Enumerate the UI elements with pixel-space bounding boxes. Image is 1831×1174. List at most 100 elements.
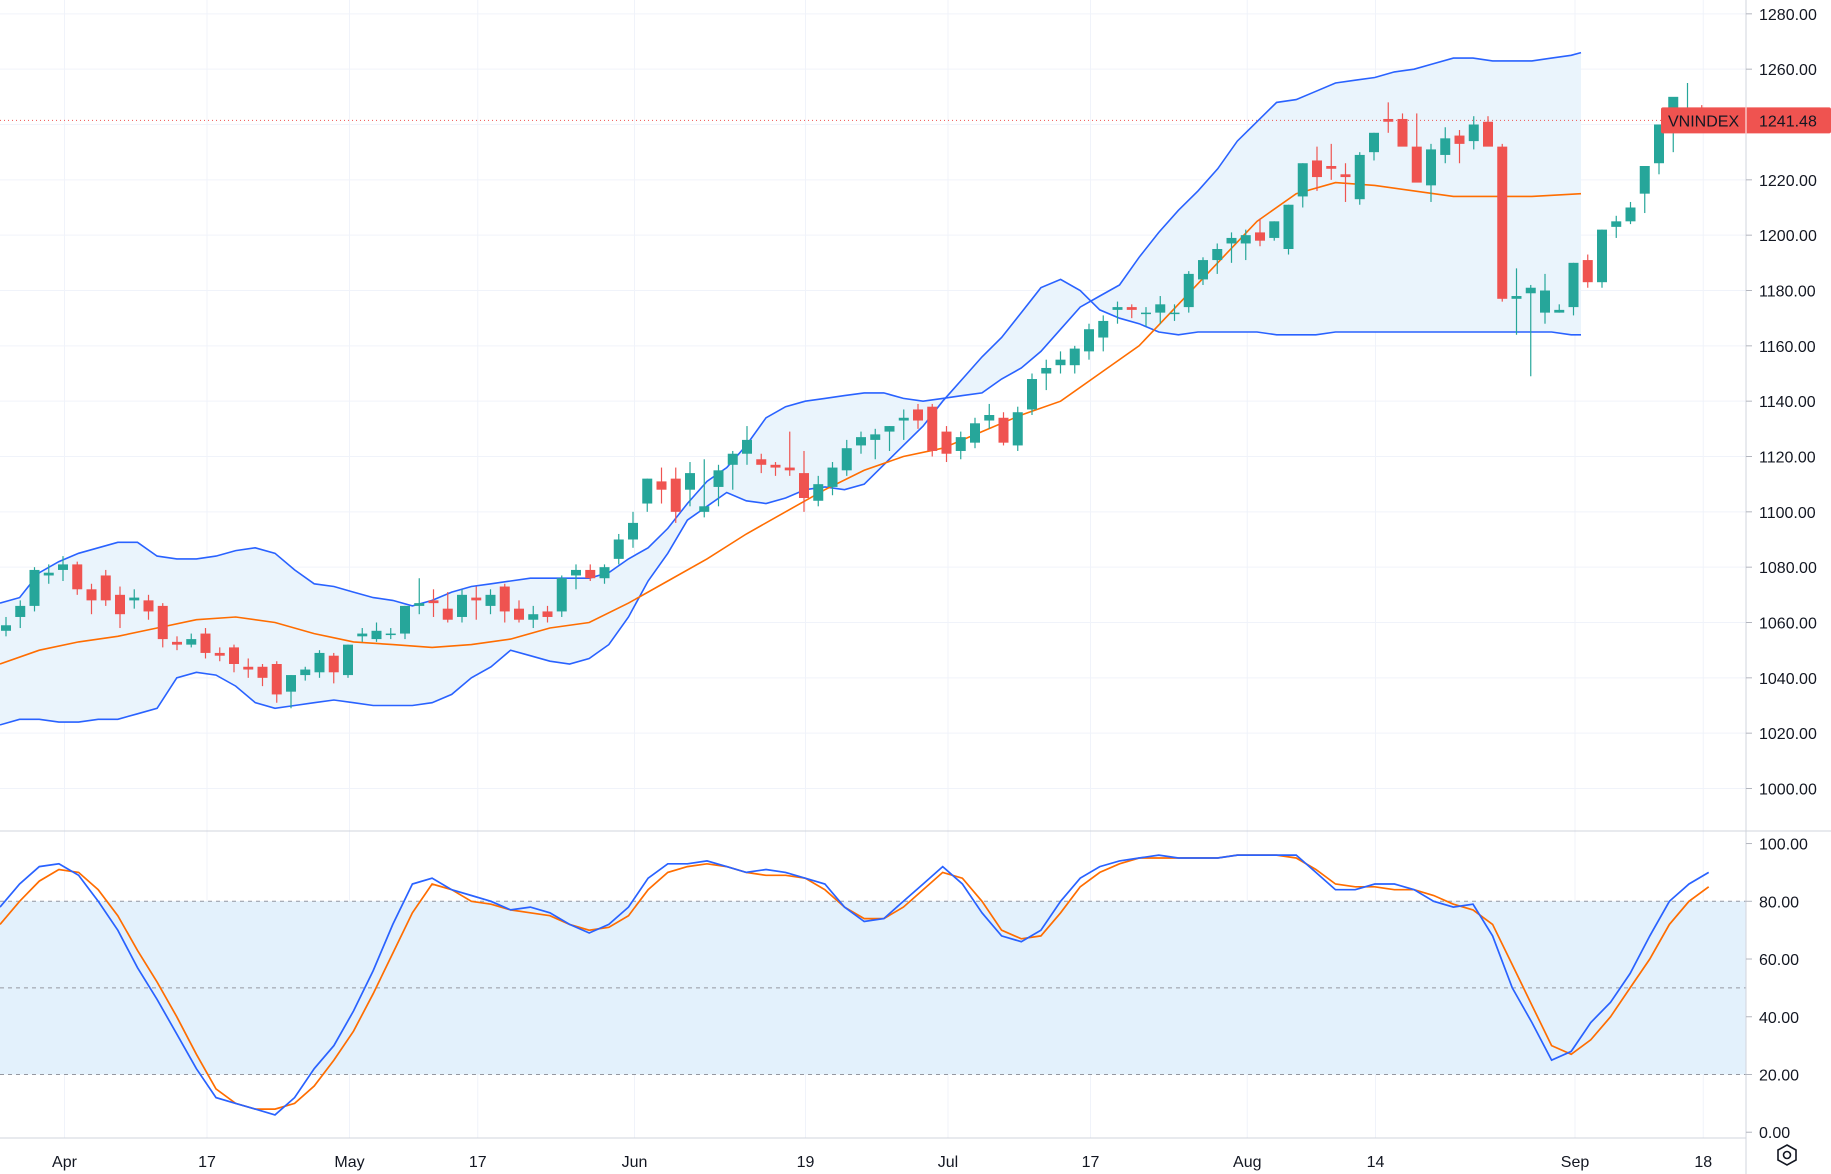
candle[interactable] (813, 475, 824, 507)
candle[interactable] (72, 561, 83, 595)
candle[interactable] (328, 652, 339, 684)
candle[interactable] (713, 464, 724, 507)
candle[interactable] (357, 628, 368, 642)
stochastic-pane[interactable] (0, 854, 1746, 1116)
candle[interactable] (970, 417, 980, 449)
candle[interactable] (271, 661, 282, 703)
candle[interactable] (556, 575, 567, 617)
candle[interactable] (670, 467, 681, 523)
candle[interactable] (770, 462, 781, 476)
candle[interactable] (613, 533, 624, 565)
candle[interactable] (1198, 257, 1208, 285)
candle[interactable] (428, 589, 439, 617)
candle[interactable] (1426, 143, 1436, 202)
price-pane[interactable] (0, 51, 1746, 726)
candle[interactable] (1126, 304, 1137, 319)
candle[interactable] (528, 605, 539, 629)
candle[interactable] (1326, 143, 1337, 180)
candle[interactable] (1540, 273, 1550, 324)
candle[interactable] (1027, 373, 1037, 416)
candle[interactable] (1255, 218, 1265, 247)
candle[interactable] (442, 592, 453, 623)
candle[interactable] (499, 583, 510, 623)
candle[interactable] (485, 589, 496, 615)
candle[interactable] (1098, 315, 1109, 352)
candle[interactable] (214, 647, 225, 662)
candle[interactable] (414, 578, 425, 615)
candle[interactable] (984, 403, 995, 429)
candle[interactable] (1625, 201, 1636, 225)
candle[interactable] (827, 462, 838, 496)
candle[interactable] (1497, 143, 1508, 302)
candle[interactable] (1369, 132, 1379, 161)
candle[interactable] (542, 605, 553, 623)
candle[interactable] (998, 412, 1009, 446)
candle[interactable] (784, 431, 795, 476)
candle[interactable] (300, 666, 311, 681)
candle[interactable] (200, 628, 211, 659)
candle[interactable] (941, 426, 952, 463)
candle[interactable] (286, 675, 296, 709)
candle[interactable] (58, 556, 68, 581)
candle[interactable] (1511, 268, 1522, 335)
candle[interactable] (1654, 124, 1664, 175)
candle[interactable] (1041, 359, 1052, 391)
candle[interactable] (1169, 304, 1180, 321)
candle[interactable] (628, 511, 638, 548)
candle[interactable] (1012, 406, 1023, 451)
candle[interactable] (1155, 296, 1166, 324)
candle[interactable] (1112, 301, 1123, 324)
candle[interactable] (571, 564, 581, 590)
candle[interactable] (1226, 232, 1237, 263)
candle[interactable] (1454, 130, 1465, 164)
candle[interactable] (1269, 221, 1280, 241)
candle[interactable] (1525, 284, 1536, 377)
candle[interactable] (157, 603, 168, 648)
candle[interactable] (86, 583, 97, 615)
candle[interactable] (514, 600, 524, 623)
candle[interactable] (742, 426, 752, 465)
candle[interactable] (913, 403, 923, 429)
candle[interactable] (172, 636, 182, 651)
candle[interactable] (1440, 127, 1451, 164)
candle[interactable] (1283, 204, 1294, 255)
candle[interactable] (898, 409, 909, 440)
candle[interactable] (1597, 229, 1607, 288)
candlestick-series[interactable] (0, 83, 1746, 709)
candle[interactable] (1141, 307, 1151, 327)
candle[interactable] (29, 567, 40, 612)
candle[interactable] (257, 664, 268, 687)
candle[interactable] (799, 450, 809, 512)
candle[interactable] (186, 633, 197, 648)
candle[interactable] (400, 605, 410, 640)
candle[interactable] (229, 644, 239, 673)
candle[interactable] (1, 616, 11, 637)
candle[interactable] (1240, 229, 1251, 261)
candle[interactable] (100, 569, 111, 606)
candle[interactable] (115, 586, 125, 629)
candle[interactable] (1084, 323, 1094, 360)
candle[interactable] (129, 589, 140, 609)
candle[interactable] (457, 589, 467, 623)
candle[interactable] (756, 453, 767, 474)
candle[interactable] (685, 462, 695, 507)
candle[interactable] (884, 426, 895, 451)
candle[interactable] (1639, 166, 1650, 214)
candle[interactable] (1212, 243, 1223, 274)
candle[interactable] (371, 622, 382, 642)
candle[interactable] (1183, 271, 1194, 313)
candle[interactable] (1397, 113, 1408, 147)
candle[interactable] (15, 600, 26, 629)
candle[interactable] (585, 564, 596, 581)
candle[interactable] (1468, 116, 1479, 150)
candle[interactable] (1568, 262, 1579, 316)
candle[interactable] (870, 428, 881, 460)
candle[interactable] (1611, 215, 1622, 238)
candle[interactable] (1554, 304, 1565, 313)
candle[interactable] (1411, 113, 1422, 183)
candle[interactable] (955, 431, 966, 460)
candle[interactable] (343, 644, 353, 678)
candle[interactable] (642, 478, 653, 512)
candle[interactable] (1297, 163, 1308, 208)
